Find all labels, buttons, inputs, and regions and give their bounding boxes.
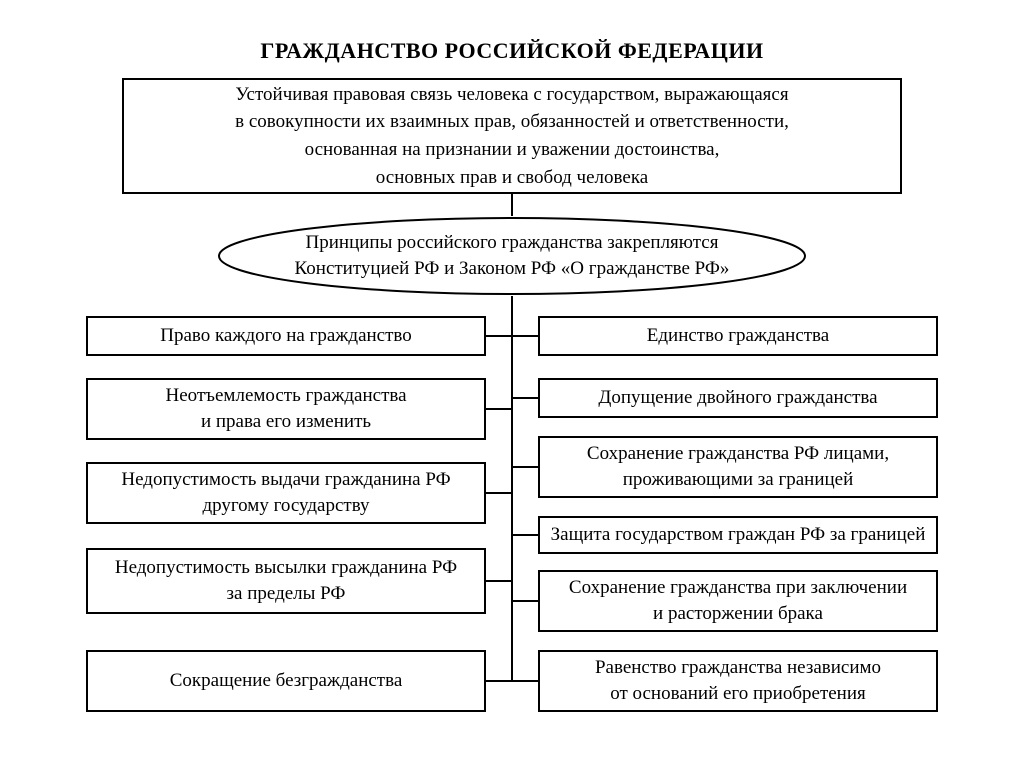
left-box: Сокращение безгражданства: [86, 650, 486, 712]
connector: [512, 466, 538, 468]
left-box: Неотъемлемость гражданстваи права его из…: [86, 378, 486, 440]
definition-line: основанная на признании и уважении досто…: [235, 136, 789, 164]
box-label: Защита государством граждан РФ за границ…: [551, 522, 926, 548]
definition-box: Устойчивая правовая связь человека с гос…: [122, 78, 902, 194]
right-box: Сохранение гражданства при заключениии р…: [538, 570, 938, 632]
definition-line: в совокупности их взаимных прав, обязанн…: [235, 108, 789, 136]
ellipse-line: Принципы российского гражданства закрепл…: [295, 230, 730, 256]
connector: [486, 580, 512, 582]
connector: [511, 194, 513, 216]
connector: [512, 335, 538, 337]
left-box: Право каждого на гражданство: [86, 316, 486, 356]
box-label: Право каждого на гражданство: [160, 323, 412, 349]
right-box: Защита государством граждан РФ за границ…: [538, 516, 938, 554]
ellipse-line: Конституцией РФ и Законом РФ «О гражданс…: [295, 256, 730, 282]
box-label: Неотъемлемость гражданстваи права его из…: [165, 383, 406, 434]
connector: [486, 335, 512, 337]
right-box: Сохранение гражданства РФ лицами,прожива…: [538, 436, 938, 498]
box-label: Допущение двойного гражданства: [598, 385, 877, 411]
connector: [512, 534, 538, 536]
box-label: Сохранение гражданства РФ лицами,прожива…: [587, 441, 889, 492]
left-box: Недопустимость высылки гражданина РФза п…: [86, 548, 486, 614]
connector: [512, 680, 538, 682]
left-box: Недопустимость выдачи гражданина РФдруго…: [86, 462, 486, 524]
connector-spine: [511, 296, 513, 682]
right-box: Допущение двойного гражданства: [538, 378, 938, 418]
box-label: Сохранение гражданства при заключениии р…: [569, 575, 907, 626]
diagram-title: ГРАЖДАНСТВО РОССИЙСКОЙ ФЕДЕРАЦИИ: [0, 38, 1024, 64]
connector: [486, 492, 512, 494]
right-box: Равенство гражданства независимоот основ…: [538, 650, 938, 712]
definition-line: основных прав и свобод человека: [235, 164, 789, 192]
principles-ellipse: Принципы российского гражданства закрепл…: [217, 216, 807, 296]
box-label: Единство гражданства: [647, 323, 829, 349]
connector: [486, 408, 512, 410]
box-label: Равенство гражданства независимоот основ…: [595, 655, 881, 706]
box-label: Недопустимость выдачи гражданина РФдруго…: [121, 467, 450, 518]
box-label: Сокращение безгражданства: [170, 668, 403, 694]
definition-line: Устойчивая правовая связь человека с гос…: [235, 81, 789, 109]
connector: [512, 397, 538, 399]
connector: [486, 680, 512, 682]
connector: [512, 600, 538, 602]
right-box: Единство гражданства: [538, 316, 938, 356]
box-label: Недопустимость высылки гражданина РФза п…: [115, 555, 457, 606]
